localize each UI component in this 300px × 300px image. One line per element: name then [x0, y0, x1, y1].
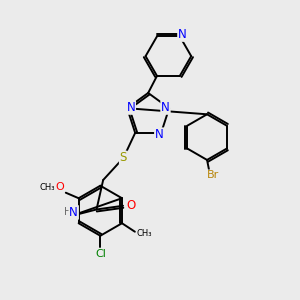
- Text: O: O: [127, 199, 136, 212]
- Text: N: N: [155, 128, 164, 141]
- Text: Cl: Cl: [95, 249, 106, 259]
- Text: O: O: [55, 182, 64, 192]
- Text: N: N: [161, 101, 170, 114]
- Text: CH₃: CH₃: [40, 183, 55, 192]
- Text: S: S: [120, 152, 127, 164]
- Text: H: H: [64, 207, 71, 218]
- Text: Br: Br: [206, 170, 219, 180]
- Text: N: N: [178, 28, 187, 41]
- Text: N: N: [127, 101, 135, 114]
- Text: CH₃: CH₃: [136, 229, 152, 238]
- Text: N: N: [69, 206, 78, 219]
